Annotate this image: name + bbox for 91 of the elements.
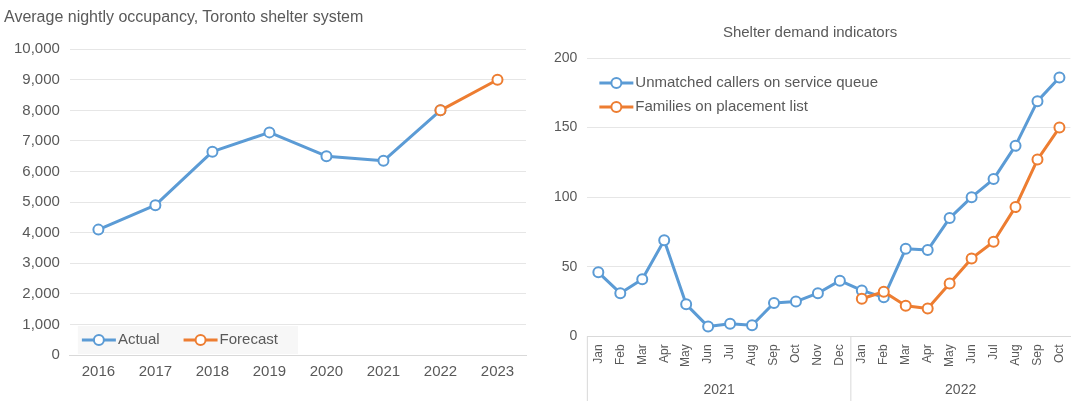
x-tick-label: Jun: [700, 344, 715, 364]
y-tick-label: 1,000: [22, 314, 60, 332]
x-tick-label: Oct: [788, 343, 803, 363]
y-tick-label: 9,000: [22, 69, 60, 87]
point: [789, 295, 802, 308]
y-tick-label: 2,000: [22, 283, 60, 301]
x-tick-label: Jul: [722, 344, 737, 360]
point: [921, 244, 934, 257]
y-tick-label: 3,000: [22, 253, 60, 271]
point: [320, 150, 333, 163]
y-tick-label: 150: [554, 118, 578, 135]
x-tick-label: Aug: [744, 344, 759, 366]
point: [636, 273, 649, 286]
x-tick-label: Sep: [766, 344, 781, 366]
point: [746, 319, 759, 332]
text: 2021: [703, 380, 735, 397]
y-tick-label: 100: [554, 188, 578, 205]
y-tick-label: 0: [51, 345, 60, 363]
legend-label: Actual: [117, 330, 160, 348]
point: [702, 320, 715, 333]
y-tick-label: 10,000: [13, 39, 60, 57]
y-tick-label: 4,000: [22, 222, 60, 240]
point: [491, 73, 504, 86]
x-tick-label: Jul: [985, 344, 1000, 360]
y-tick-label: 5,000: [22, 192, 60, 210]
x-tick-label: Feb: [612, 344, 627, 366]
y-tick-label: 200: [554, 48, 578, 65]
x-tick-label: Nov: [810, 344, 825, 366]
point: [680, 298, 693, 311]
point: [877, 285, 890, 298]
point: [377, 154, 390, 167]
x-tick-label: Mar: [634, 344, 649, 365]
legend-label: Forecast: [219, 330, 279, 348]
x-tick-label: 2022: [423, 362, 458, 380]
x-tick-label: 2021: [366, 362, 401, 380]
point: [943, 277, 956, 290]
point: [263, 126, 276, 139]
point: [1031, 153, 1044, 166]
legend-label: Unmatched callers on service queue: [635, 73, 878, 91]
y-tick-label: 50: [561, 257, 578, 274]
point: [855, 292, 868, 305]
point: [768, 296, 780, 309]
x-tick-label: 2023: [480, 362, 515, 380]
x-tick-label: 2017: [138, 362, 173, 380]
point: [149, 199, 162, 212]
x-tick-label: May: [941, 344, 956, 367]
point: [1031, 95, 1044, 108]
point: [965, 191, 978, 204]
y-tick-label: 7,000: [22, 131, 60, 149]
point: [899, 242, 912, 255]
point: [965, 252, 978, 265]
x-tick-label: Dec: [832, 344, 847, 366]
x-tick-label: Jun: [963, 344, 978, 364]
y-tick-label: 0: [569, 327, 578, 344]
x-tick-label: Sep: [1029, 344, 1044, 366]
x-tick-label: Feb: [876, 344, 891, 366]
point: [206, 145, 219, 158]
x-tick-label: Oct: [1051, 343, 1066, 363]
point: [811, 287, 824, 300]
x-tick-label: 2019: [252, 362, 287, 380]
x-tick-label: Jan: [854, 344, 869, 364]
point: [899, 299, 912, 312]
x-tick-label: 2020: [309, 362, 344, 380]
point: [943, 212, 956, 225]
point: [987, 235, 1000, 248]
point: [1009, 200, 1022, 213]
x-tick-label: Mar: [898, 344, 913, 365]
text: 2022: [945, 380, 977, 397]
chart-title: Average nightly occupancy, Toronto shelter system: [4, 8, 364, 26]
point: [1053, 71, 1066, 84]
y-tick-label: 6,000: [22, 161, 60, 179]
point: [987, 173, 1000, 186]
point: [1053, 121, 1066, 134]
x-tick-label: 2016: [81, 362, 116, 380]
x-tick-label: Aug: [1007, 344, 1022, 366]
legend-label: Families on placement list: [635, 97, 809, 115]
point: [724, 317, 737, 330]
point: [833, 274, 846, 287]
x-tick-label: Apr: [656, 344, 671, 364]
point: [658, 234, 671, 247]
x-tick-label: Jan: [590, 344, 605, 364]
point: [92, 223, 105, 236]
x-tick-label: Apr: [920, 344, 935, 364]
x-tick-label: 2018: [195, 362, 230, 380]
point: [614, 287, 627, 300]
x-tick-label: May: [678, 344, 693, 367]
chart-title: Shelter demand indicators: [722, 23, 898, 41]
point: [592, 266, 605, 279]
point: [921, 302, 934, 315]
y-tick-label: 8,000: [22, 100, 60, 118]
point: [1009, 139, 1022, 152]
